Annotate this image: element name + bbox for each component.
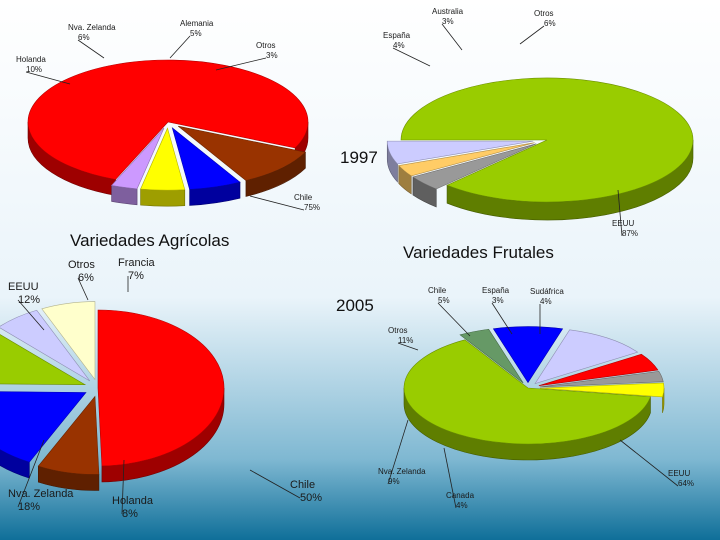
pie-slice-espana bbox=[539, 371, 664, 388]
slice-value-otros: 6% bbox=[78, 272, 94, 284]
leader-line-canada bbox=[443, 447, 457, 509]
leader-line-nva-zelanda bbox=[77, 39, 105, 59]
slice-value-nva-zelanda: 18% bbox=[18, 501, 40, 513]
pie-slice-nva-zelanda bbox=[492, 326, 564, 384]
pie-slice-australia bbox=[398, 142, 535, 177]
slice-value-chile: 75% bbox=[304, 203, 320, 212]
slice-label-nva-zelanda: Nva. Zelanda bbox=[68, 23, 116, 32]
slice-value-chile: 50% bbox=[300, 492, 322, 504]
slice-value-alemania: 5% bbox=[190, 29, 202, 38]
slice-label-holanda: Holanda bbox=[16, 55, 46, 64]
pie-slice-otros bbox=[110, 127, 165, 190]
leader-line-nva-zelanda bbox=[387, 419, 409, 485]
pie-slice-otros bbox=[534, 329, 639, 385]
pie-slice-chile bbox=[27, 59, 309, 180]
pie-slice-chile bbox=[97, 309, 225, 467]
pie-slice-side-nva-zelanda bbox=[0, 449, 30, 479]
leader-line-eeuu bbox=[617, 189, 623, 237]
leader-line-holanda bbox=[25, 71, 71, 85]
slice-value-canada: 4% bbox=[456, 501, 468, 510]
slice-label-alemania: Alemania bbox=[180, 19, 214, 28]
leader-line-chile bbox=[249, 195, 305, 211]
slice-label-espana: España bbox=[383, 31, 411, 40]
slice-value-chile: 5% bbox=[438, 296, 450, 305]
slice-label-nva-zelanda: Nva. Zelanda bbox=[378, 467, 426, 476]
heading-variedades-agricolas: Variedades Agrícolas bbox=[70, 231, 229, 250]
pie-slice-holanda bbox=[178, 125, 307, 181]
slice-value-otros: 6% bbox=[544, 19, 556, 28]
slice-label-holanda: Holanda bbox=[112, 495, 154, 507]
slice-label-otros: Otros bbox=[534, 9, 554, 18]
pie-slice-otros bbox=[0, 309, 91, 382]
leader-line-espana bbox=[392, 47, 431, 67]
slice-value-australia: 3% bbox=[442, 17, 454, 26]
pie-slice-francia bbox=[41, 301, 96, 381]
year-1997-title: 1997 bbox=[340, 148, 378, 167]
slice-value-otros: 11% bbox=[398, 336, 413, 345]
slice-label-otros: Otros bbox=[256, 41, 276, 50]
pie-slice-canada bbox=[459, 328, 524, 384]
year-2005-title: 2005 bbox=[336, 296, 374, 315]
leader-line-eeuu bbox=[619, 439, 679, 487]
leader-line-espana bbox=[491, 302, 513, 335]
pie-1997-variedades-frutales bbox=[386, 77, 694, 221]
slice-label-eeuu: EEUU bbox=[668, 469, 690, 478]
pie-slice-side-alemania bbox=[140, 188, 186, 207]
pie-slice-eeuu bbox=[403, 339, 651, 445]
heading-variedades-frutales: Variedades Frutales bbox=[403, 243, 554, 262]
leader-line-chile bbox=[437, 302, 471, 337]
slice-value-francia: 7% bbox=[128, 270, 144, 282]
leader-line-eeuu bbox=[17, 299, 45, 331]
slice-label-chile: Chile bbox=[294, 193, 313, 202]
slice-value-eeuu: 12% bbox=[18, 294, 40, 306]
slice-value-holanda: 10% bbox=[26, 65, 42, 74]
slice-label-nva-zelanda: Nva. Zelanda bbox=[8, 488, 74, 500]
slice-label-chile: Chile bbox=[290, 479, 315, 491]
pie-slice-holanda bbox=[37, 395, 100, 475]
slice-label-otros: Otros bbox=[388, 326, 408, 335]
pie-2005-variedades-frutales bbox=[403, 326, 665, 461]
pie-slice-nva-zelanda bbox=[171, 127, 241, 190]
leader-line-australia bbox=[441, 23, 463, 51]
slice-value-espana: 4% bbox=[393, 41, 405, 50]
slice-label-eeuu: EEUU bbox=[8, 281, 39, 293]
slice-label-canada: Canada bbox=[446, 491, 475, 500]
slice-value-eeuu: 64% bbox=[678, 479, 694, 488]
slice-value-nva-zelanda: 9% bbox=[388, 477, 400, 486]
pie-slice-eeuu bbox=[0, 334, 87, 386]
leader-line-holanda bbox=[121, 459, 125, 515]
pie-2005-variedades-agricolas bbox=[0, 301, 225, 491]
slice-label-australia: Australia bbox=[432, 7, 464, 16]
leader-line-otros bbox=[519, 25, 545, 45]
pie-slice-nva-zelanda bbox=[0, 391, 87, 463]
pie-slice-otros bbox=[386, 140, 534, 165]
slice-label-chile: Chile bbox=[428, 286, 447, 295]
leader-line-otros bbox=[215, 57, 267, 71]
slice-value-nva-zelanda: 6% bbox=[78, 33, 90, 42]
slice-label-eeuu: EEUU bbox=[612, 219, 634, 228]
slice-label-francia: Francia bbox=[118, 257, 156, 269]
leader-line-otros bbox=[77, 277, 89, 301]
slice-value-holanda: 8% bbox=[122, 508, 138, 520]
pie-1997-variedades-agricolas bbox=[27, 59, 309, 207]
slice-label-otros: Otros bbox=[68, 259, 95, 271]
leader-line-alemania bbox=[169, 35, 191, 59]
slice-value-eeuu: 87% bbox=[622, 229, 638, 238]
pie-slice-alemania bbox=[140, 127, 186, 191]
slice-label-espana: España bbox=[482, 286, 510, 295]
slice-value-sudafrica: 4% bbox=[540, 297, 552, 306]
slice-value-otros: 3% bbox=[266, 51, 278, 60]
slice-label-sudafrica: Sudáfrica bbox=[530, 287, 564, 296]
leader-line-nva-zelanda bbox=[17, 439, 45, 508]
slice-value-espana: 3% bbox=[492, 296, 504, 305]
pie-slice-chile bbox=[538, 353, 659, 386]
pie-slice-eeuu bbox=[400, 77, 694, 203]
pie-slice-espana bbox=[412, 143, 537, 190]
pie-slice-sudafrica bbox=[539, 382, 665, 398]
leader-line-chile bbox=[249, 469, 301, 499]
leader-line-otros bbox=[397, 342, 419, 351]
